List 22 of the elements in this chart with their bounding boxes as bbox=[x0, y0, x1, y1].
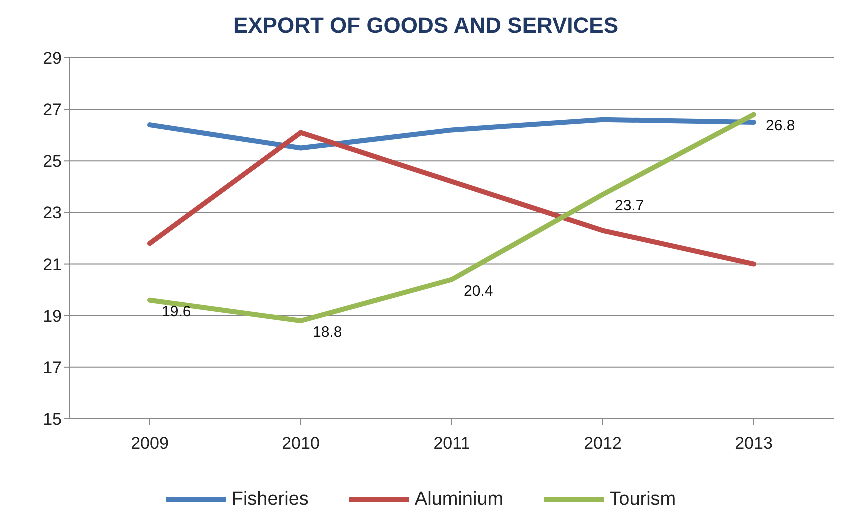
y-tick-label: 25 bbox=[43, 152, 62, 172]
data-label: 20.4 bbox=[464, 282, 494, 300]
x-tick-label: 2013 bbox=[735, 434, 773, 454]
x-tick-label: 2011 bbox=[434, 434, 470, 454]
data-label: 23.7 bbox=[615, 198, 644, 215]
legend-label: Fisheries bbox=[232, 489, 309, 511]
y-tick-label: 29 bbox=[43, 49, 62, 68]
y-tick-label: 19 bbox=[43, 306, 62, 326]
y-tick-label: 17 bbox=[43, 358, 62, 378]
legend-label: Aluminium bbox=[414, 489, 504, 511]
data-label: 19.6 bbox=[162, 303, 192, 320]
y-tick-label: 23 bbox=[43, 204, 62, 223]
y-tick-label: 27 bbox=[43, 100, 62, 120]
y-tick-label: 15 bbox=[43, 410, 62, 430]
y-tick-label: 21 bbox=[43, 255, 62, 274]
x-tick-label: 2010 bbox=[282, 434, 320, 454]
data-label: 26.8 bbox=[766, 118, 796, 135]
x-tick-label: 2009 bbox=[131, 434, 169, 454]
legend-label: Tourism bbox=[610, 489, 676, 511]
x-tick-label: 2012 bbox=[584, 434, 622, 454]
chart-title: EXPORT OF GOODS AND SERVICES bbox=[232, 12, 620, 40]
data-label: 18.8 bbox=[313, 324, 342, 342]
